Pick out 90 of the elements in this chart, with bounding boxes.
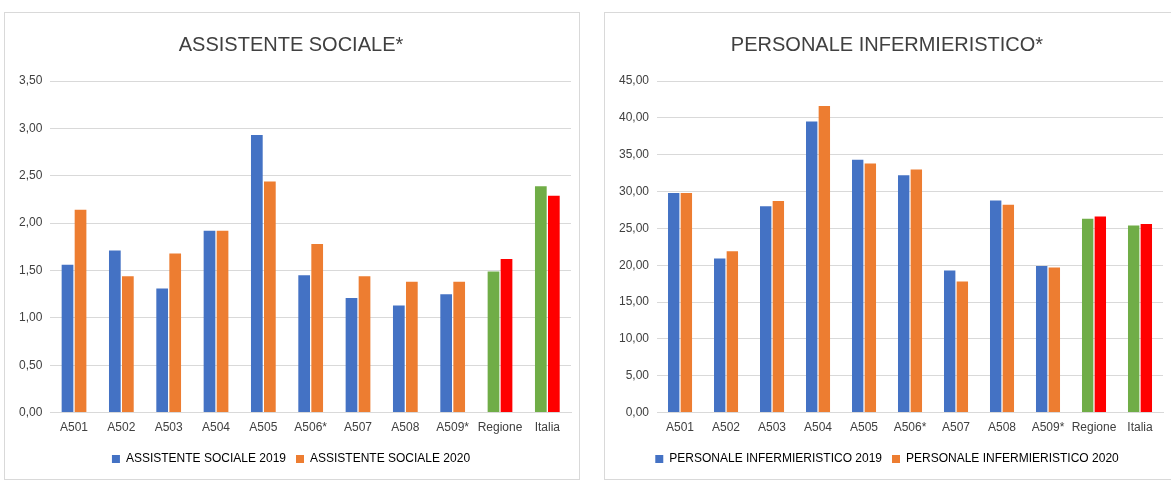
y-tick-label: 10,00 [619, 331, 650, 346]
x-tick-label: A509* [436, 420, 470, 435]
y-tick-label: 3,00 [19, 120, 43, 135]
x-tick-label: A508 [391, 420, 420, 435]
y-tick-label: 30,00 [619, 183, 650, 198]
bar [345, 297, 358, 413]
y-tick-label: 45,00 [619, 73, 650, 88]
x-tick-label: A506* [294, 420, 328, 435]
bar [818, 106, 831, 413]
bar [547, 195, 560, 413]
bar [358, 276, 371, 413]
x-tick-label: A505 [850, 420, 879, 435]
bar [864, 163, 877, 413]
chart-title: ASSISTENTE SOCIALE* [178, 32, 404, 55]
bar [1002, 204, 1015, 413]
bar [956, 281, 969, 413]
bar [760, 206, 772, 413]
y-tick-label: 0,50 [19, 357, 43, 372]
y-tick-label: 3,50 [19, 73, 43, 88]
bar [714, 258, 726, 413]
bar [1035, 265, 1048, 413]
bar [392, 305, 405, 413]
x-tick-label: A504 [202, 420, 231, 435]
x-tick-label: A509* [1031, 420, 1065, 435]
bar [806, 121, 818, 413]
x-tick-label: A503 [154, 420, 184, 435]
y-tick-label: 20,00 [619, 257, 650, 272]
bar [122, 276, 134, 413]
x-tick-label: A507 [942, 420, 971, 435]
x-tick-label: A506* [893, 420, 927, 435]
x-tick-label: A505 [249, 420, 278, 435]
bar [311, 243, 324, 413]
bar [405, 281, 418, 413]
legend-label: PERSONALE INFERMIERISTICO 2019 [669, 451, 883, 466]
bar [74, 209, 87, 413]
y-tick-label: 35,00 [619, 147, 650, 161]
bar [250, 135, 263, 413]
bar [500, 259, 513, 413]
legend-label: PERSONALE INFERMIERISTICO 2020 [906, 451, 1120, 466]
bar [726, 251, 739, 413]
bar [668, 193, 680, 413]
bar [216, 230, 229, 413]
x-tick-label: A508 [987, 420, 1017, 435]
bar [1140, 223, 1153, 413]
y-tick-label: 1,00 [19, 310, 43, 325]
y-tick-label: 15,00 [619, 294, 650, 309]
x-tick-label: Regione [477, 420, 523, 435]
legend-label: ASSISTENTE SOCIALE 2020 [310, 451, 471, 466]
bar [108, 250, 121, 413]
bar [910, 169, 923, 413]
y-tick-label: 2,00 [19, 215, 43, 230]
chart-title: PERSONALE INFERMIERISTICO* [730, 32, 1044, 55]
bar [298, 275, 311, 413]
bar [1081, 218, 1094, 413]
x-tick-label: A502 [712, 420, 741, 435]
x-tick-label: Regione [1071, 420, 1117, 435]
bar [534, 186, 547, 413]
x-tick-label: A504 [804, 420, 833, 435]
y-tick-label: 0,00 [19, 404, 43, 419]
x-tick-label: A503 [758, 420, 787, 435]
bar [1127, 225, 1140, 413]
bar [61, 264, 74, 413]
y-tick-label: 40,00 [619, 110, 650, 125]
y-tick-label: 1,50 [19, 262, 43, 277]
bar [989, 200, 1002, 413]
bar [156, 288, 169, 413]
y-tick-label: 25,00 [619, 220, 650, 235]
bar [1094, 216, 1107, 413]
bar [772, 201, 785, 413]
y-tick-label: 5,00 [625, 368, 650, 383]
bar [203, 230, 216, 413]
bar [680, 193, 693, 413]
bar [898, 175, 910, 413]
x-tick-label: Italia [1127, 420, 1153, 435]
x-tick-label: A502 [107, 420, 136, 435]
bar [264, 181, 276, 413]
bar [487, 271, 500, 413]
y-tick-label: 0,00 [625, 404, 650, 419]
x-tick-label: Italia [534, 420, 561, 435]
bar [440, 294, 453, 413]
legend-label: ASSISTENTE SOCIALE 2019 [125, 451, 287, 466]
bar [1048, 267, 1061, 413]
bar [453, 281, 466, 413]
bar [169, 253, 182, 413]
x-tick-label: A501 [60, 420, 89, 435]
x-tick-label: A501 [666, 420, 695, 435]
x-tick-label: A507 [343, 420, 373, 435]
bar [944, 270, 956, 413]
bar [852, 159, 864, 413]
y-tick-label: 2,50 [19, 168, 43, 183]
